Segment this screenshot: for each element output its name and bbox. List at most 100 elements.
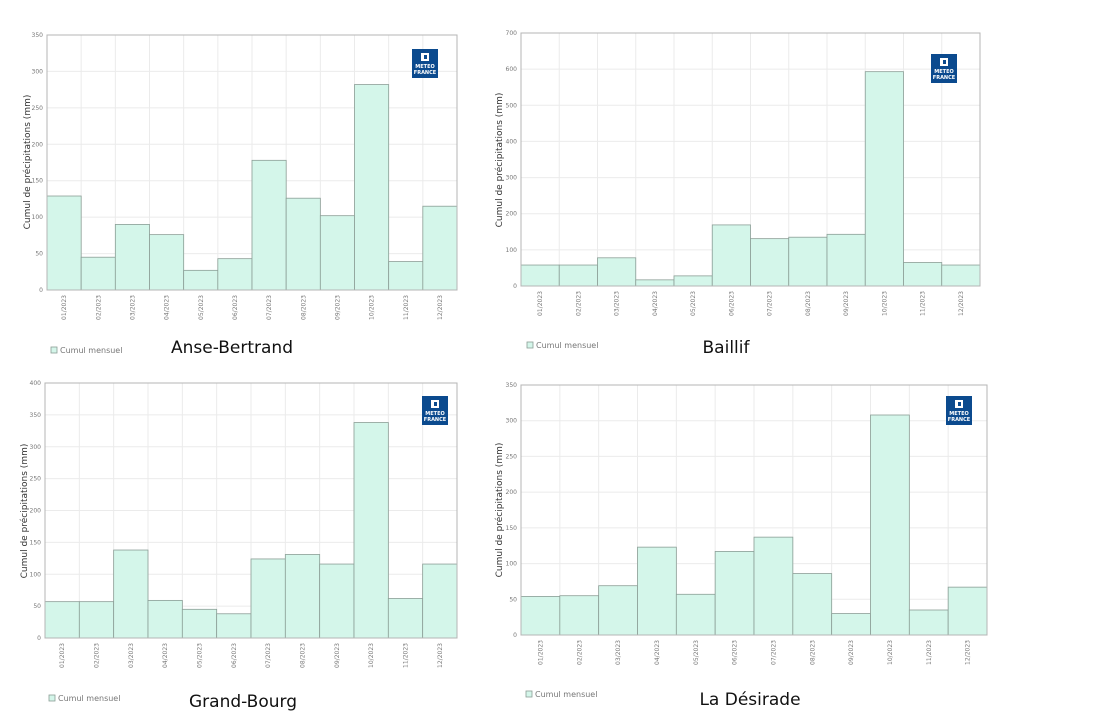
x-tick-label: 02/2023 [576, 640, 583, 665]
bar [149, 234, 185, 291]
bar [831, 613, 871, 636]
y-tick-label: 0 [513, 632, 517, 639]
plot-frame [46, 34, 458, 291]
x-tick-label: 02/2023 [95, 295, 102, 320]
x-tick-label: 03/2023 [614, 291, 621, 316]
bar [714, 551, 755, 636]
bar [44, 601, 80, 639]
bar [903, 262, 943, 287]
station-title: Grand-Bourg [189, 692, 297, 712]
x-tick-label: 06/2023 [232, 295, 239, 320]
y-tick-label: 250 [32, 105, 44, 112]
x-tick-label: 10/2023 [881, 291, 888, 316]
logo-text-line-2: FRANCE [414, 70, 437, 76]
x-tick-label: 08/2023 [300, 643, 307, 668]
x-tick-label: 06/2023 [728, 291, 735, 316]
y-tick-label: 350 [506, 382, 518, 389]
logo-mark-cut [943, 60, 946, 64]
y-tick-label: 0 [37, 635, 41, 642]
bar [216, 613, 252, 639]
x-tick-label: 09/2023 [843, 291, 850, 316]
y-tick-label: 100 [30, 571, 42, 578]
bar [80, 256, 116, 291]
x-tick-label: 07/2023 [767, 291, 774, 316]
y-tick-label: 350 [30, 412, 42, 419]
bar [675, 593, 716, 636]
bar [388, 261, 424, 291]
bar [113, 549, 149, 639]
y-tick-label: 300 [506, 175, 518, 182]
bar [908, 609, 949, 636]
x-tick-label: 11/2023 [403, 295, 410, 320]
logo-text-line-1: METEO [949, 411, 968, 417]
bar [711, 224, 751, 287]
x-tick-label: 04/2023 [164, 295, 171, 320]
x-tick-label: 11/2023 [926, 640, 933, 665]
legend-label: Cumul mensuel [535, 690, 597, 699]
y-tick-label: 600 [506, 66, 518, 73]
bar [941, 264, 981, 287]
bar [354, 84, 390, 291]
bar [750, 238, 790, 287]
x-tick-label: 09/2023 [848, 640, 855, 665]
chart-panel-1: 0 50 100 150 200 250 300 350 01/2023 02/2023 03/20… [22, 32, 458, 358]
y-tick-label: 200 [32, 141, 44, 148]
x-tick-label: 01/2023 [61, 295, 68, 320]
chart-panel-2: 0 100 200 300 400 500 600 700 01/2023 02/2023 03/2… [494, 30, 981, 358]
bar [520, 596, 561, 636]
logo-mark-cut [424, 55, 427, 59]
bar [183, 269, 219, 291]
logo-text-line-2: FRANCE [933, 75, 956, 81]
y-tick-label: 0 [39, 287, 43, 294]
bar [250, 558, 286, 639]
bar [598, 585, 638, 636]
bar [635, 279, 675, 287]
bar [637, 546, 677, 636]
x-tick-label: 11/2023 [920, 291, 927, 316]
x-tick-label: 01/2023 [537, 291, 544, 316]
legend-swatch [50, 346, 58, 354]
x-tick-label: 03/2023 [615, 640, 622, 665]
y-tick-label: 150 [506, 525, 518, 532]
bar [864, 71, 904, 287]
x-tick-label: 07/2023 [266, 295, 273, 320]
x-tick-label: 10/2023 [368, 643, 375, 668]
x-tick-label: 08/2023 [805, 291, 812, 316]
x-tick-label: 03/2023 [128, 643, 135, 668]
y-tick-label: 400 [506, 138, 518, 145]
bar [597, 257, 637, 287]
x-tick-label: 07/2023 [770, 640, 777, 665]
bar [559, 595, 600, 636]
bar [78, 601, 115, 639]
station-title: La Désirade [699, 690, 800, 710]
y-tick-label: 200 [506, 211, 518, 218]
x-tick-label: 05/2023 [690, 291, 697, 316]
x-tick-label: 04/2023 [654, 640, 661, 665]
bar [251, 159, 287, 291]
chart-panel-3: 0 50 100 150 200 250 300 350 400 01/2023 02/2023 03… [19, 380, 458, 712]
y-tick-label: 50 [33, 603, 41, 610]
y-tick-label: 0 [513, 283, 517, 290]
x-tick-label: 05/2023 [198, 295, 205, 320]
logo-text-line-1: METEO [934, 69, 953, 75]
bar [46, 195, 82, 291]
bar [181, 608, 218, 639]
chart-panel-4: 0 50 100 150 200 250 300 350 01/2023 02/2023 03/20… [494, 382, 988, 710]
logo-text-line-2: FRANCE [948, 417, 971, 423]
bar [353, 422, 389, 639]
x-tick-label: 02/2023 [575, 291, 582, 316]
y-tick-label: 150 [32, 178, 44, 185]
plot-frame [520, 384, 988, 636]
bar [422, 563, 458, 639]
x-tick-label: 05/2023 [693, 640, 700, 665]
bar [422, 205, 458, 291]
y-tick-label: 250 [506, 453, 518, 460]
bar [870, 414, 910, 636]
legend-label: Cumul mensuel [60, 346, 122, 355]
y-tick-label: 200 [506, 489, 518, 496]
bar [792, 573, 833, 636]
